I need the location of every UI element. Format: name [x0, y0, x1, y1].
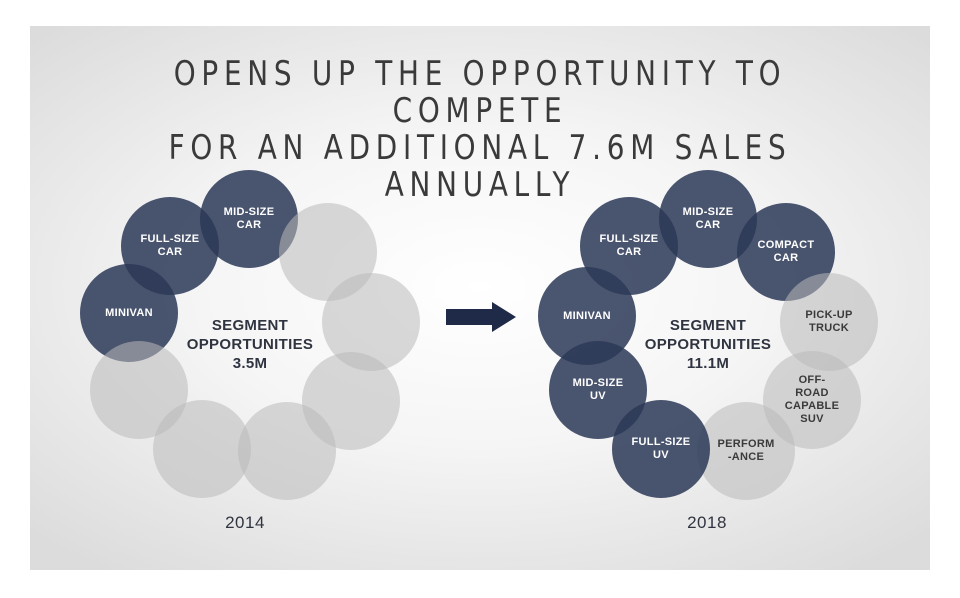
segment-circle-2014-empty-8	[90, 341, 188, 439]
center-label-2018: SEGMENT OPPORTUNITIES 11.1M	[644, 317, 772, 372]
title-line-1: OPENS UP THE OPPORTUNITY TO COMPETE	[173, 54, 787, 131]
segment-circle-2018-perform-ance: PERFORM -ANCE	[697, 402, 795, 500]
segment-label: MINIVAN	[563, 309, 611, 322]
segment-label: OFF- ROAD CAPABLE SUV	[784, 374, 840, 425]
segment-label: FULL-SIZE CAR	[140, 233, 200, 258]
segment-label: MID-SIZE UV	[572, 377, 624, 402]
segment-label: COMPACT CAR	[757, 239, 815, 264]
segment-label: MINIVAN	[105, 306, 153, 319]
year-label-2014: 2014	[225, 513, 265, 532]
segment-label: PICK-UP TRUCK	[805, 309, 853, 334]
right-arrow-icon	[446, 302, 516, 332]
segment-circle-2018-mid-size-uv: MID-SIZE UV	[549, 341, 647, 439]
segment-circle-2014-empty-6	[238, 402, 336, 500]
segment-label: PERFORM -ANCE	[717, 438, 775, 463]
title-line-2: FOR AN ADDITIONAL 7.6M SALES ANNUALLY	[168, 128, 792, 205]
year-label-2018: 2018	[687, 513, 727, 532]
center-label-2014: SEGMENT OPPORTUNITIES 3.5M	[186, 317, 314, 372]
segment-label: FULL-SIZE CAR	[599, 233, 659, 258]
segment-label: FULL-SIZE UV	[631, 436, 691, 461]
segment-label: MID-SIZE CAR	[223, 206, 275, 231]
segment-label: MID-SIZE CAR	[682, 206, 734, 231]
slide-title: OPENS UP THE OPPORTUNITY TO COMPETE FOR …	[30, 56, 930, 204]
